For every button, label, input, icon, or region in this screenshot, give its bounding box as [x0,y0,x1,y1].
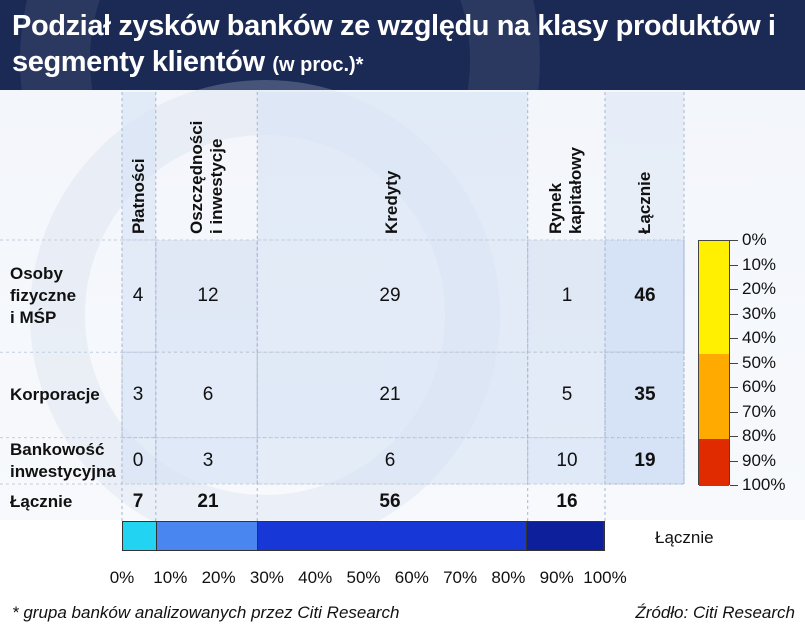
legend-tick [730,313,738,315]
legend-tick [730,387,738,388]
legend-tick-label: 30% [742,303,777,323]
matrix-cell [121,351,157,439]
legend-tick [730,264,738,266]
legend-color-scale [698,240,730,486]
legend-band [699,353,729,440]
data-label: 3 [132,383,144,405]
x-tick-label: 50% [346,568,381,587]
total-stacked-bar [122,521,605,551]
legend-tick-label: 10% [742,254,777,274]
column-header: Łącznie [634,171,654,234]
stacked-bar-segment [257,522,528,550]
data-label: 4 [132,285,144,307]
column-header: Płatności [128,158,148,234]
column-total-label: 16 [556,491,578,512]
column-header: Oszczędności i inwestycje [186,120,226,234]
source-note: Źródło: Citi Research [635,603,795,622]
stacked-bar-label: Łącznie [655,528,714,547]
row-total-label: 46 [634,285,656,307]
x-tick-label: 40% [298,568,333,587]
legend-tick [730,289,738,290]
stacked-bar-segment [527,522,604,550]
column-total-label: 56 [379,491,401,512]
x-tick-label: 90% [539,568,574,587]
legend-tick [730,485,738,486]
legend-tick-label: 100% [742,475,786,494]
legend-tick [730,436,738,437]
data-label: 6 [202,383,214,405]
matrix-cell [121,239,157,353]
stacked-bar-segment [156,522,258,550]
data-label: 0 [132,449,144,471]
column-header: Kredyty [382,170,402,234]
legend-tick-label: 60% [742,377,777,396]
data-label: 21 [379,383,401,405]
x-tick-label: 80% [491,568,526,587]
legend-tick-label: 80% [742,426,777,445]
x-tick-label: 30% [249,568,284,587]
row-total-cell [604,239,685,353]
data-label: 10 [556,449,578,471]
matrix-cell [527,351,606,439]
data-label: 29 [379,285,401,307]
legend-tick-label: 20% [742,279,777,298]
matrix-cell [256,239,529,353]
legend-tick [730,460,738,462]
x-tick-label: 10% [153,568,188,587]
stacked-bar-segment [123,522,157,550]
totals-row-header: Łącznie [10,492,73,511]
legend-band [699,439,729,486]
legend-band [699,241,729,354]
column-header: Rynek kapitałowy [546,147,586,234]
data-label: 6 [384,449,396,471]
legend-tick-label: 90% [742,450,777,470]
chart-title: Podział zysków banków ze względu na klas… [12,8,797,83]
row-header: Bankowość inwestycyjna [10,439,116,481]
legend-tick [730,362,738,364]
data-label: 3 [202,449,214,471]
row-header: Osoby fizyczne i MŚP [10,264,77,328]
column-total-label: 21 [197,491,219,512]
footnote: * grupa banków analizowanych przez Citi … [12,603,400,622]
title-suffix: (w proc.)* [272,54,364,76]
column-header-band [122,92,156,240]
legend-tick-label: 70% [742,401,777,421]
matrix-cell [155,239,258,353]
matrix-cell [121,437,157,485]
legend-tick-label: 0% [742,230,767,249]
matrix-cell [155,351,258,439]
row-total-label: 19 [634,449,656,471]
x-tick-label: 70% [443,568,478,587]
column-total-label: 7 [132,491,144,512]
column-header-band [257,92,528,240]
x-tick-label: 100% [583,568,627,587]
header-decoration [20,0,540,90]
legend-tick-label: 40% [742,328,777,347]
data-label: 12 [197,285,219,307]
legend-tick-label: 50% [742,352,777,372]
data-label: 1 [561,285,573,307]
x-tick-label: 0% [109,568,135,587]
x-tick-label: 20% [201,568,236,587]
data-label: 5 [561,383,573,405]
legend-tick [730,411,738,413]
legend-tick [730,240,738,241]
row-header: Korporacje [10,384,100,404]
header: Podział zysków banków ze względu na klas… [0,0,805,90]
title-main: Podział zysków banków ze względu na klas… [12,10,776,78]
x-tick-label: 60% [394,568,429,587]
row-total-label: 35 [634,383,656,405]
legend-tick [730,338,738,339]
